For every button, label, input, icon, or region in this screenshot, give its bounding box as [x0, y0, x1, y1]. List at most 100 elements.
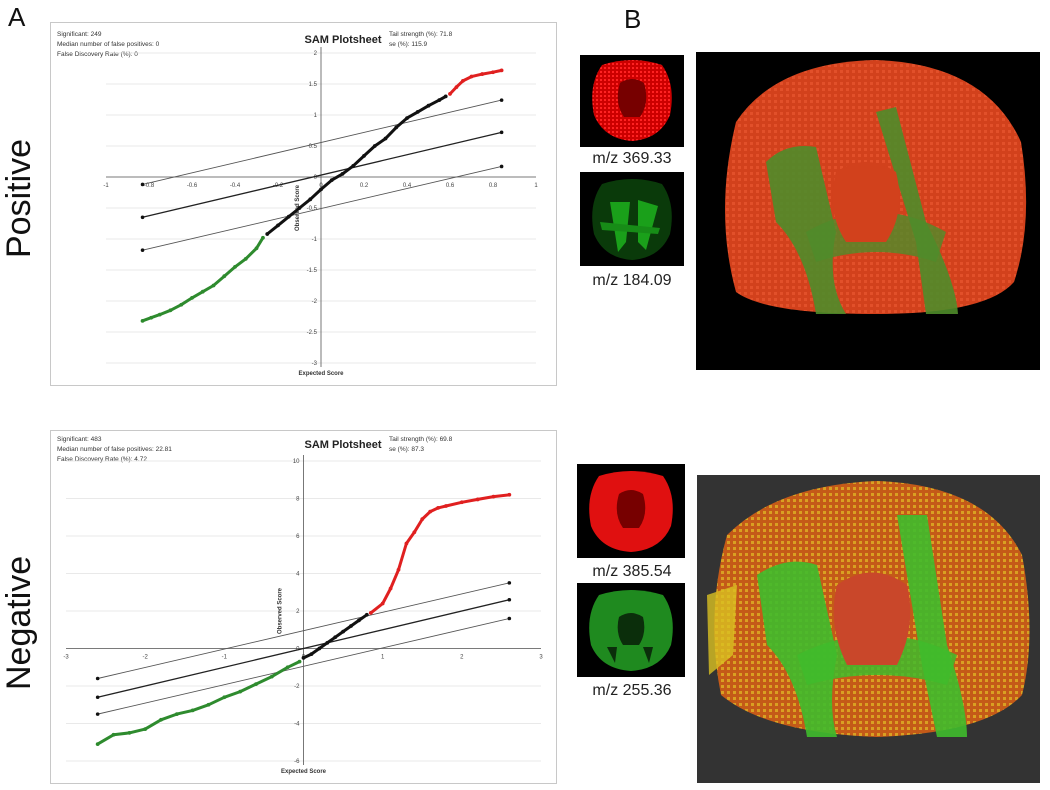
sam-plot-positive: SAM Plotsheet Significant: 249 Median num…: [50, 22, 557, 386]
reference-line-end: [499, 164, 504, 169]
data-point: [357, 618, 361, 623]
y-tick-label: -3: [312, 361, 318, 367]
stat-right-1: se (%): 115.9: [389, 41, 428, 48]
y-tick-label: -6: [294, 759, 300, 765]
stat-right-0: Tail strength (%): 71.8: [389, 31, 453, 38]
data-point: [265, 232, 270, 236]
data-point: [362, 154, 366, 158]
data-point: [372, 144, 377, 148]
stat-right-0: Tail strength (%): 69.8: [389, 436, 453, 443]
ion-image-green-negative: [577, 583, 685, 677]
y-tick-label: -1: [312, 237, 318, 243]
stat-left-1: Median number of false positives: 22.81: [57, 446, 172, 453]
data-point: [329, 178, 334, 183]
x-tick-label: 2: [460, 655, 464, 661]
stat-left-2: False Discovery Rate (%): 4.72: [57, 456, 147, 463]
data-series-line: [141, 236, 265, 323]
ion-image-green-positive: [580, 172, 684, 266]
y-tick-label: 10: [293, 459, 300, 465]
data-point: [480, 72, 485, 76]
plot-title: SAM Plotsheet: [304, 439, 381, 451]
x-tick-label: -0.2: [273, 183, 284, 189]
data-point: [174, 712, 179, 717]
data-point: [368, 610, 373, 615]
y-tick-label: 8: [296, 497, 300, 503]
x-axis-label: Expected Score: [281, 769, 327, 775]
reference-line-end: [140, 182, 145, 187]
data-series-line: [265, 94, 448, 236]
y-tick-label: 6: [296, 534, 300, 540]
data-point: [319, 187, 323, 192]
mz-label-green-negative: m/z 255.36: [592, 682, 672, 699]
data-point: [341, 629, 345, 634]
reference-line: [97, 599, 510, 698]
data-point: [309, 652, 314, 657]
reference-line-end: [499, 98, 504, 102]
data-point: [222, 695, 227, 700]
x-axis-label: Expected Score: [298, 371, 344, 377]
y-tick-label: 0.5: [309, 144, 318, 150]
x-tick-label: 0.6: [446, 183, 455, 189]
data-point: [412, 530, 417, 535]
data-point: [190, 296, 194, 300]
data-point: [190, 708, 195, 713]
data-series-line: [448, 68, 504, 96]
data-point: [254, 682, 258, 687]
y-tick-label: -2.5: [307, 330, 318, 336]
y-tick-label: -2: [294, 684, 300, 690]
data-point: [149, 315, 154, 320]
plot-title: SAM Plotsheet: [304, 34, 381, 46]
x-tick-label: -0.8: [144, 183, 155, 189]
x-tick-label: -0.6: [187, 183, 198, 189]
ion-overlay-negative: [697, 475, 1040, 783]
reference-line-end: [95, 676, 100, 681]
stat-left-0: Significant: 483: [57, 436, 102, 443]
data-point: [420, 517, 425, 522]
data-point: [297, 659, 302, 664]
reference-line-end: [507, 581, 512, 585]
data-series-line: [96, 660, 301, 746]
sam-plot-negative-svg: SAM Plotsheet Significant: 483 Median num…: [57, 436, 543, 775]
data-point: [380, 601, 385, 606]
reference-line-end: [499, 130, 504, 135]
x-tick-label: 0.4: [403, 183, 412, 189]
stat-left-1: Median number of false positives: 0: [57, 41, 160, 48]
sam-plot-negative: SAM Plotsheet Significant: 483 Median num…: [50, 430, 557, 784]
data-point: [233, 265, 237, 269]
data-point: [261, 235, 265, 240]
data-point: [364, 612, 369, 617]
data-point: [404, 541, 409, 546]
reference-line-end: [95, 712, 100, 716]
reference-line: [97, 582, 510, 679]
data-point: [428, 509, 433, 514]
data-point: [443, 94, 448, 99]
data-point: [405, 116, 409, 120]
data-point: [157, 312, 162, 317]
data-point: [436, 505, 440, 510]
data-point: [285, 665, 290, 670]
row-label-negative: Negative: [0, 555, 38, 690]
reference-line: [142, 166, 502, 251]
panel-label-b: B: [624, 4, 642, 34]
data-series-line: [369, 493, 511, 615]
y-tick-label: -2: [312, 299, 318, 305]
sam-plot-positive-svg: SAM Plotsheet Significant: 249 Median num…: [57, 31, 538, 377]
y-tick-label: -4: [294, 722, 300, 728]
stat-left-0: Significant: 249: [57, 31, 102, 38]
data-point: [179, 302, 184, 307]
data-point: [159, 717, 163, 722]
data-point: [469, 74, 474, 79]
data-point: [507, 492, 512, 497]
ion-overlay-positive: [696, 52, 1040, 370]
data-point: [286, 214, 291, 219]
data-point: [475, 497, 480, 502]
data-point: [437, 98, 442, 103]
y-tick-label: 1.5: [309, 82, 318, 88]
row-label-positive: Positive: [0, 138, 38, 258]
data-point: [200, 289, 205, 294]
data-point: [491, 70, 495, 75]
reference-line-end: [507, 616, 512, 621]
y-tick-label: -1.5: [307, 268, 318, 274]
reference-line: [142, 131, 502, 218]
reference-line: [97, 618, 510, 715]
